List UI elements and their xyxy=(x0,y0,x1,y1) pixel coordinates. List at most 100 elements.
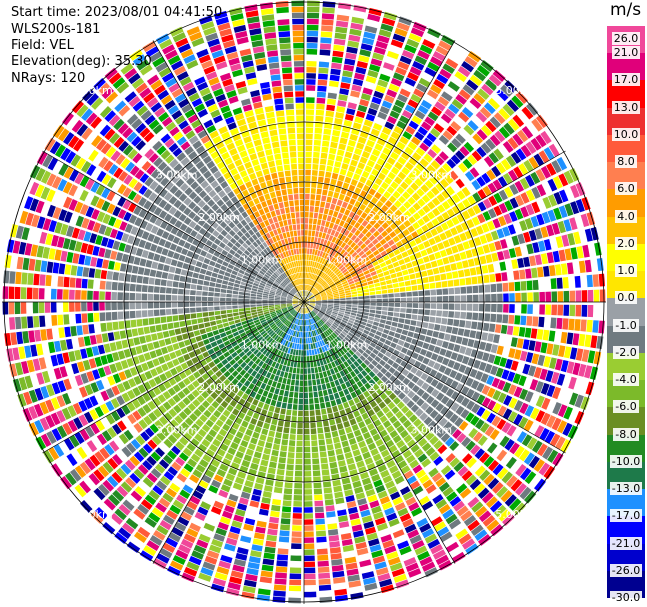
radar-gate xyxy=(279,275,284,281)
radar-gate xyxy=(526,122,539,136)
radar-gate xyxy=(345,216,353,224)
radar-gate xyxy=(325,233,330,240)
radar-gate xyxy=(488,152,499,164)
radar-gate xyxy=(51,176,62,189)
radar-gate xyxy=(215,370,223,378)
radar-gate xyxy=(207,405,216,414)
radar-gate xyxy=(240,317,247,322)
radar-gate xyxy=(422,169,432,179)
radar-gate xyxy=(425,231,433,239)
radar-gate xyxy=(358,250,365,257)
radar-gate xyxy=(314,367,319,373)
radar-gate xyxy=(302,296,304,302)
radar-gate xyxy=(535,134,547,148)
radar-gate xyxy=(268,294,275,297)
radar-gate xyxy=(333,294,340,298)
radar-gate xyxy=(280,304,287,307)
radar-gate xyxy=(9,317,16,330)
radar-gate xyxy=(153,84,166,96)
radar-gate xyxy=(219,28,233,37)
radar-gate xyxy=(364,81,375,90)
radar-gate xyxy=(296,292,301,298)
radar-gate xyxy=(545,127,557,141)
radar-gate xyxy=(317,286,323,291)
radar-gate xyxy=(367,13,381,22)
radar-gate xyxy=(178,341,186,349)
radar-gate xyxy=(57,194,67,207)
radar-gate xyxy=(81,217,90,229)
radar-gate xyxy=(240,266,247,272)
radar-gate xyxy=(316,91,327,98)
radar-gate xyxy=(238,311,245,316)
radar-gate xyxy=(255,238,262,246)
radar-gate xyxy=(256,520,267,528)
radar-gate xyxy=(300,332,303,338)
radar-gate xyxy=(223,276,230,281)
radar-gate xyxy=(379,261,387,268)
radar-gate xyxy=(331,236,337,243)
radar-gate xyxy=(71,227,80,239)
radar-gate xyxy=(192,399,201,408)
radar-gate xyxy=(145,46,160,58)
radar-gate xyxy=(186,325,193,332)
radar-gate xyxy=(538,279,545,290)
radar-gate xyxy=(88,149,99,162)
radar-gate xyxy=(362,246,370,253)
radar-gate xyxy=(180,141,191,151)
radar-gate xyxy=(8,286,15,299)
radar-gate xyxy=(334,279,341,284)
radar-gate xyxy=(269,308,275,311)
radar-gate xyxy=(284,91,294,98)
radar-gate xyxy=(330,178,337,186)
radar-gate xyxy=(543,146,555,161)
radar-gate xyxy=(313,291,319,295)
radar-gate xyxy=(318,67,329,74)
radar-gate xyxy=(116,383,126,394)
radar-gate xyxy=(196,48,209,59)
radar-gate xyxy=(381,222,389,230)
radar-gate xyxy=(439,232,447,241)
radar-gate xyxy=(472,133,484,145)
radar-gate xyxy=(213,345,220,353)
radar-gate xyxy=(328,153,336,161)
radar-gate xyxy=(221,151,230,160)
radar-gate xyxy=(355,247,362,254)
radar-gate xyxy=(242,189,250,197)
radar-gate xyxy=(262,299,268,302)
radar-gate xyxy=(539,291,545,302)
radar-gate xyxy=(224,257,231,263)
radar-gate xyxy=(348,437,357,446)
radar-gate xyxy=(292,367,297,374)
radar-gate xyxy=(289,282,294,288)
radar-gate xyxy=(460,221,469,231)
radar-gate xyxy=(254,482,264,491)
radar-gate xyxy=(394,292,400,298)
radar-gate xyxy=(341,201,348,209)
radar-gate xyxy=(237,86,248,95)
radar-gate xyxy=(364,299,370,302)
radar-gate xyxy=(250,296,256,299)
radar-gate xyxy=(358,224,365,232)
radar-gate xyxy=(70,265,78,276)
radar-gate xyxy=(149,423,160,434)
radar-gate xyxy=(307,337,311,344)
radar-gate xyxy=(111,291,118,301)
radar-gate xyxy=(311,182,317,188)
radar-gate xyxy=(520,144,532,158)
radar-gate xyxy=(278,220,284,228)
radar-gate xyxy=(434,139,446,150)
radar-gate xyxy=(60,250,68,262)
radar-gate xyxy=(218,343,226,350)
radar-gate xyxy=(305,133,313,140)
radar-gate xyxy=(257,326,264,331)
radar-gate xyxy=(119,221,128,231)
radar-gate xyxy=(305,157,312,164)
radar-gate xyxy=(311,440,318,447)
radar-gate xyxy=(50,354,59,367)
radar-gate xyxy=(406,38,420,49)
radar-gate xyxy=(361,266,369,272)
radar-gate xyxy=(309,286,312,292)
radar-gate xyxy=(356,142,365,150)
radar-gate xyxy=(201,381,209,390)
radar-gate xyxy=(210,391,219,400)
